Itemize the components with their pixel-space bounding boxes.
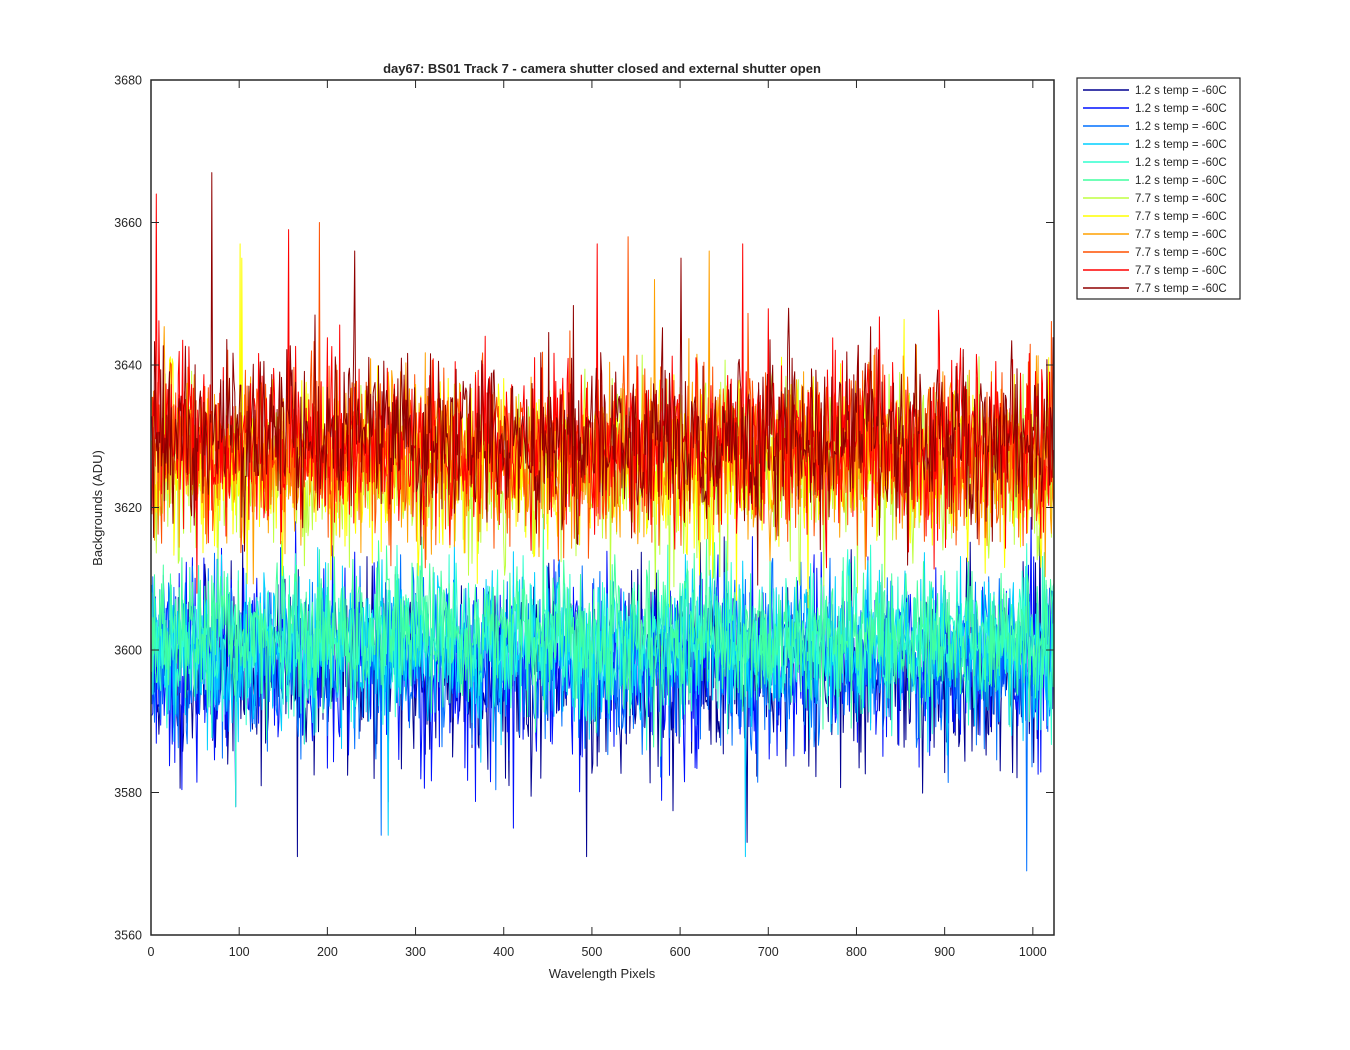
x-tick-label: 0 bbox=[148, 945, 155, 959]
legend-items: 1.2 s temp = -60C 1.2 s temp = -60C 1.2 s … bbox=[1083, 85, 1227, 295]
legend-label: 7.7 s temp = -60C bbox=[1135, 265, 1227, 277]
x-tick-label: 700 bbox=[758, 945, 779, 959]
y-axis-label: Backgrounds (ADU) bbox=[90, 450, 105, 566]
y-tick-label: 3620 bbox=[114, 501, 142, 515]
legend[interactable]: 1.2 s temp = -60C 1.2 s temp = -60C 1.2 s … bbox=[1076, 77, 1241, 300]
legend-label: 7.7 s temp = -60C bbox=[1135, 193, 1227, 205]
legend-box bbox=[1076, 77, 1241, 300]
axes-box bbox=[150, 79, 1055, 936]
y-tick-label: 3580 bbox=[114, 786, 142, 800]
x-tick-label: 500 bbox=[581, 945, 602, 959]
x-axis-label: Wavelength Pixels bbox=[549, 966, 656, 981]
series-line-12 bbox=[151, 172, 1054, 586]
legend-label: 1.2 s temp = -60C bbox=[1135, 175, 1227, 187]
series-line-6 bbox=[151, 513, 1054, 757]
tick-layer: 0 100 200 300 400 500 600 700 800 900 1000 3560 3580… bbox=[114, 74, 1054, 959]
x-tick-label: 100 bbox=[229, 945, 250, 959]
x-tick-label: 300 bbox=[405, 945, 426, 959]
x-tick-label: 800 bbox=[846, 945, 867, 959]
legend-label: 7.7 s temp = -60C bbox=[1135, 247, 1227, 259]
y-tick-label: 3680 bbox=[114, 74, 142, 88]
legend-label: 7.7 s temp = -60C bbox=[1135, 229, 1227, 241]
legend-label: 1.2 s temp = -60C bbox=[1135, 157, 1227, 169]
legend-label: 7.7 s temp = -60C bbox=[1135, 211, 1227, 223]
y-tick-label: 3600 bbox=[114, 644, 142, 658]
y-tick-label: 3640 bbox=[114, 359, 142, 373]
legend-label: 7.7 s temp = -60C bbox=[1135, 283, 1227, 295]
legend-label: 1.2 s temp = -60C bbox=[1135, 85, 1227, 97]
chart-title: day67: BS01 Track 7 - camera shutter clo… bbox=[383, 61, 821, 76]
x-tick-label: 200 bbox=[317, 945, 338, 959]
x-tick-label: 1000 bbox=[1019, 945, 1047, 959]
x-tick-label: 400 bbox=[493, 945, 514, 959]
x-tick-label: 600 bbox=[670, 945, 691, 959]
series-layer bbox=[151, 172, 1054, 872]
x-tick-label: 900 bbox=[934, 945, 955, 959]
y-tick-label: 3560 bbox=[114, 929, 142, 943]
legend-label: 1.2 s temp = -60C bbox=[1135, 121, 1227, 133]
legend-label: 1.2 s temp = -60C bbox=[1135, 103, 1227, 115]
y-tick-label: 3660 bbox=[114, 216, 142, 230]
legend-label: 1.2 s temp = -60C bbox=[1135, 139, 1227, 151]
